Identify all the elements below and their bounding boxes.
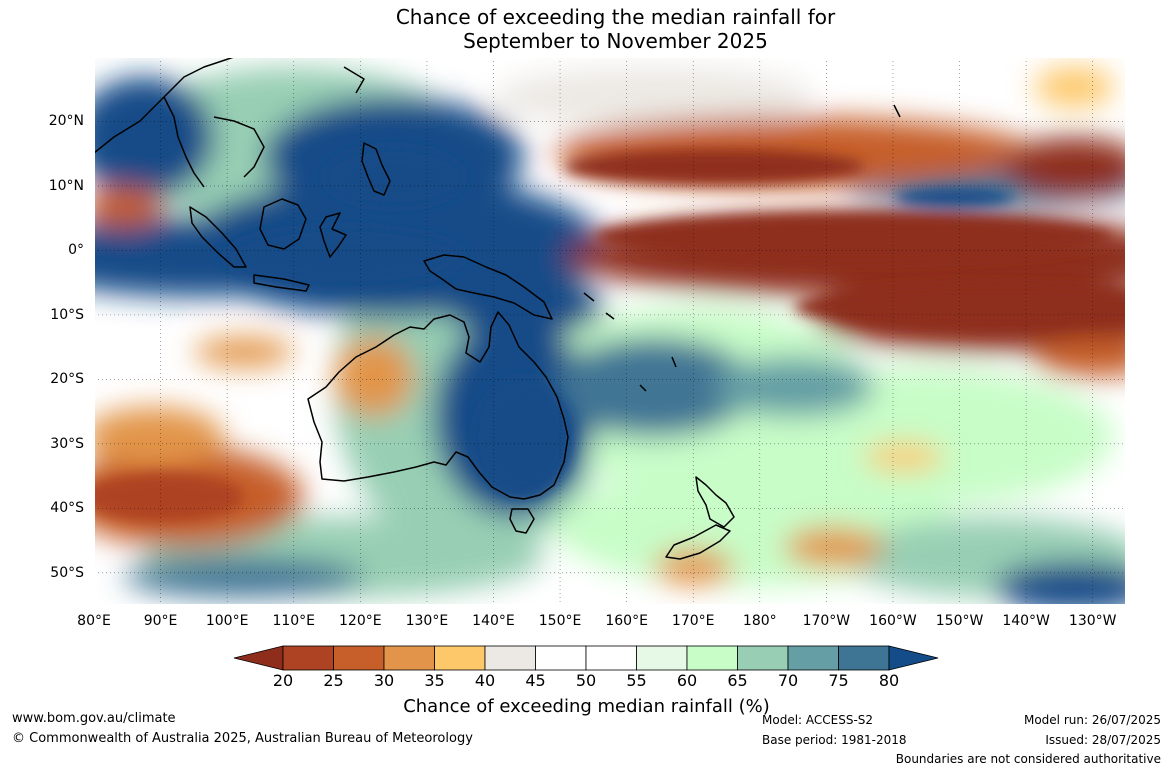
boundaries-disclaimer: Boundaries are not considered authoritat… [895,752,1161,766]
longitude-label: 120°E [339,613,382,629]
sumatra-coastline [189,206,247,268]
website-link[interactable]: www.bom.gov.au/climate [12,711,176,726]
colorbar-tick-label: 25 [323,671,344,690]
colorbar-segment [737,645,789,671]
latitude-label: 30°S [50,435,84,452]
colorbar-tick-label: 65 [727,671,748,690]
latitude-label: 10°S [50,306,84,323]
colorbar-tick-label: 70 [777,671,799,690]
longitude-label: 160°E [605,613,648,629]
colorbar-tick-label: 30 [373,671,395,690]
longitude-label: 130°E [405,613,449,629]
australia-coastline [307,311,569,500]
latitude-label: 20°S [50,371,84,388]
sulawesi-coastline [319,212,347,258]
colorbar-segment [838,645,890,671]
title-line-1: Chance of exceeding the median rainfall … [395,5,836,29]
longitude-label: 160°W [869,613,917,629]
latitude-label: 10°N [48,177,84,194]
copyright: © Commonwealth of Australia 2025, Austra… [12,731,473,746]
rainfall-map [94,57,1126,605]
model-run: Model run: 26/07/2025 [1023,713,1161,727]
rainfall-field-cores [94,147,1126,522]
longitude-label: 150°E [538,613,582,629]
longitude-label: 140°E [472,613,515,629]
new-zealand-south-coastline [665,524,731,560]
colorbar [233,645,939,671]
colorbar-segment [282,645,334,671]
colorbar-segment [535,645,587,671]
latitude-label: 20°N [48,113,84,130]
map-frame [94,57,1126,605]
longitude-label: 100°E [205,613,249,629]
mainland-asia-coastline [94,57,265,188]
issued-date: Issued: 28/07/2025 [1045,733,1161,747]
colorbar-tick-label: 80 [878,671,900,690]
model-name: Model: ACCESS-S2 [762,713,874,727]
map-canvas [94,57,1126,605]
java-coastline [253,274,310,292]
colorbar-tick-label: 50 [575,671,597,690]
colorbar-segment [636,645,688,671]
colorbar-segment [333,645,385,671]
longitude-label: 180° [742,613,777,629]
new-guinea-coastline [423,254,553,320]
latitude-label: 0° [68,242,84,259]
longitude-label: 170°E [671,613,715,629]
graticule [94,57,1126,605]
colorbar-extend-high [888,645,939,671]
colorbar-tick-label: 40 [474,671,496,690]
base-period: Base period: 1981-2018 [762,733,907,747]
borneo-coastline [259,198,307,250]
longitude-label: 170°W [802,613,851,629]
colorbar-tick-label: 45 [525,671,546,690]
colorbar-segment [686,645,738,671]
tasmania-coastline [509,508,535,534]
colorbar-svg [233,645,939,671]
colorbar-title: Chance of exceeding median rainfall (%) [403,696,770,717]
map-title: Chance of exceeding the median rainfall … [0,5,1173,53]
colorbar-tick-label: 35 [424,671,445,690]
colorbar-segment [787,645,839,671]
longitude-label: 110°E [272,613,316,629]
colorbar-tick-label: 60 [676,671,698,690]
colorbar-extend-low [233,645,284,671]
colorbar-segment [585,645,637,671]
colorbar-tick-label: 55 [626,671,647,690]
longitude-label: 150°W [935,613,984,629]
longitude-label: 130°W [1068,613,1117,629]
colorbar-segment [383,645,435,671]
japan-coastline [343,66,365,94]
pacific-islands-coastline [583,104,901,392]
coastlines [94,57,1126,560]
title-line-2: September to November 2025 [463,29,768,53]
latitude-label: 50°S [50,564,84,581]
colorbar-tick-label: 20 [272,671,294,690]
colorbar-segment [434,645,486,671]
colorbar-segment [484,645,536,671]
latitude-label: 40°S [50,500,84,517]
longitude-label: 140°W [1002,613,1050,629]
philippines-coastline [361,142,391,196]
new-zealand-north-coastline [695,476,735,528]
longitude-label: 90°E [143,613,178,629]
colorbar-tick-label: 75 [828,671,849,690]
longitude-label: 80°E [77,613,111,629]
